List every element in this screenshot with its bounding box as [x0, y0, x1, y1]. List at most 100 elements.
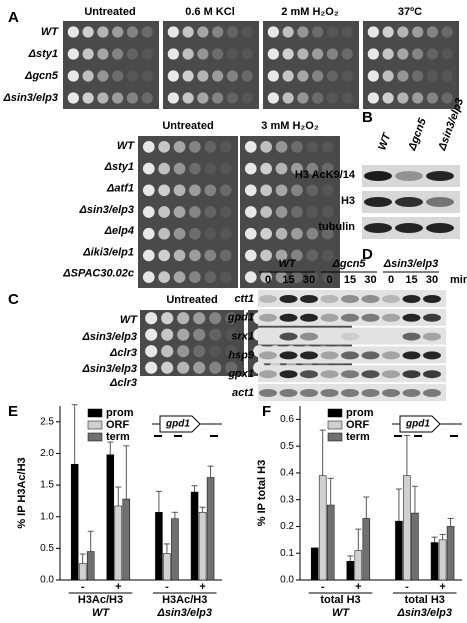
strain-label: Δsin3/elp3: [383, 258, 438, 270]
error-bar: [403, 434, 410, 476]
colony-spot: [321, 249, 334, 262]
colony-spot: [97, 26, 109, 38]
blot-band: [361, 295, 380, 303]
error-bar: [87, 530, 94, 552]
blot-band: [259, 313, 277, 322]
colony-spot: [426, 70, 439, 82]
blot-band: [402, 370, 421, 379]
group-label: total H3: [320, 594, 360, 606]
colony-spot: [291, 184, 303, 197]
inset-label: gpd1: [165, 419, 190, 430]
colony-spot: [112, 48, 124, 60]
bar: [86, 551, 95, 581]
colony-spot: [426, 92, 439, 104]
bar: [438, 539, 447, 581]
condition-label: Untreated: [162, 120, 213, 132]
colony-spot: [244, 141, 257, 153]
colony-spot: [326, 70, 339, 82]
blot: [258, 327, 446, 345]
colony-spot: [142, 184, 155, 197]
time-label: 15: [405, 274, 417, 286]
colony-spot: [142, 141, 155, 153]
panel-letter: E: [8, 403, 18, 420]
legend-swatch: [87, 420, 103, 430]
colony-spot: [382, 48, 394, 60]
plate: [138, 136, 238, 288]
colony-spot: [412, 26, 424, 38]
strain-label: Δgcn5: [24, 70, 59, 82]
colony-spot: [341, 92, 353, 104]
colony-spot: [275, 162, 288, 175]
colony-spot: [212, 92, 224, 104]
colony-spot: [189, 271, 201, 283]
blot-band: [402, 313, 421, 322]
colony-spot: [321, 162, 334, 175]
blot-band: [426, 197, 454, 207]
colony-spot: [204, 184, 217, 197]
colony-spot: [167, 92, 179, 104]
colony-spot: [204, 249, 217, 262]
blot: [258, 290, 446, 307]
plate: [363, 21, 459, 109]
gene-label: gpx1: [227, 368, 254, 380]
colony-spot: [177, 345, 190, 358]
blot-band: [402, 351, 421, 360]
error-bar: [319, 429, 326, 476]
gene-label: srx1: [231, 331, 254, 343]
group-label: H3Ac/H3: [78, 594, 123, 606]
colony-spot: [367, 92, 379, 104]
bar: [163, 553, 171, 581]
colony-spot: [142, 249, 155, 262]
colony-spot: [275, 206, 288, 218]
blot-band: [382, 389, 400, 397]
colony-spot: [326, 26, 339, 38]
error-bar: [355, 528, 362, 551]
colony-spot: [306, 162, 319, 175]
colony-spot: [112, 70, 124, 82]
blot-band: [279, 351, 298, 360]
colony-spot: [204, 227, 217, 240]
blot-band: [320, 295, 339, 303]
colony-spot: [209, 361, 222, 374]
colony-spot: [173, 249, 186, 262]
blot-band: [395, 171, 423, 181]
colony-spot: [321, 141, 334, 153]
colony-spot: [306, 206, 319, 218]
colony-spot: [126, 26, 139, 38]
colony-spot: [397, 70, 409, 82]
colony-spot: [177, 328, 190, 341]
group-label: WT: [332, 607, 350, 619]
colony-spot: [126, 70, 139, 82]
time-label: 15: [344, 274, 356, 286]
error-bar: [395, 488, 402, 522]
colony-spot: [126, 48, 139, 60]
blot-band: [259, 370, 277, 379]
error-bar: [439, 533, 446, 540]
colony-spot: [260, 249, 272, 262]
colony-spot: [158, 141, 170, 153]
colony-spot: [241, 92, 253, 104]
strain-label: Δsin3/elp3: [79, 204, 134, 216]
strain-label: Δsin3/elp3: [82, 331, 137, 343]
colony-spot: [297, 26, 309, 38]
colony-spot: [225, 328, 238, 341]
strain-label: Δsty1: [28, 48, 58, 60]
colony-spot: [397, 92, 409, 104]
colony-spot: [182, 48, 194, 60]
colony-spot: [173, 271, 186, 283]
strain-label: Δiki3/elp1: [82, 246, 134, 258]
colony-spot: [209, 328, 222, 341]
colony-spot: [193, 328, 206, 341]
colony-spot: [141, 48, 153, 60]
colony-spot: [197, 70, 209, 82]
colony-spot: [97, 92, 109, 104]
blot: [362, 165, 460, 187]
colony-spot: [82, 92, 94, 104]
colony-spot: [182, 92, 194, 104]
strain-label: Δgcn5: [331, 258, 366, 270]
colony-spot: [145, 312, 158, 325]
blot-band: [364, 171, 392, 181]
legend-swatch: [87, 432, 103, 442]
colony-spot: [326, 48, 339, 60]
colony-spot: [306, 249, 319, 262]
